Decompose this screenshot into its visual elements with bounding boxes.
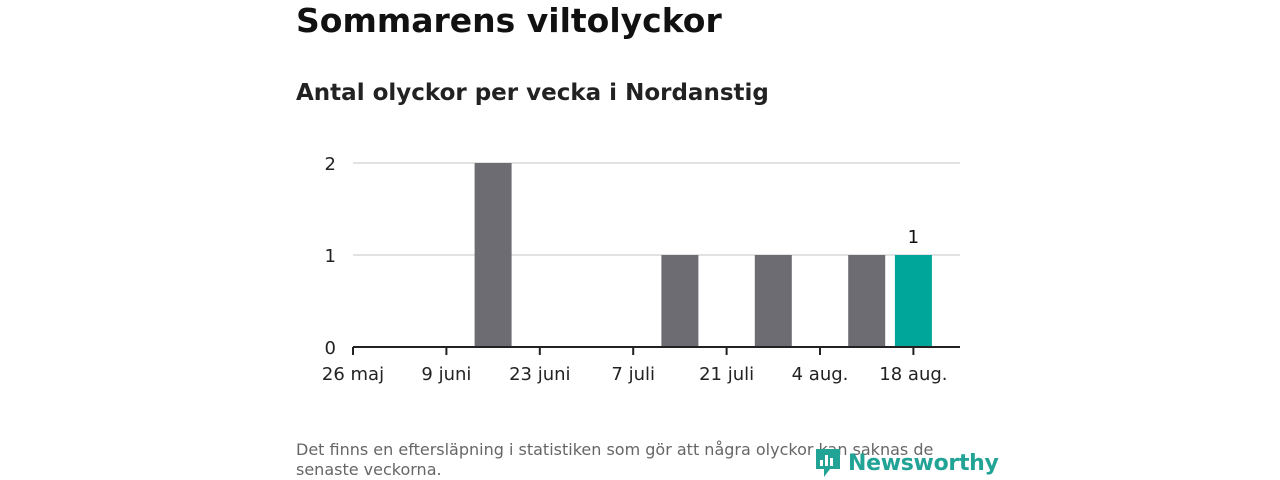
data-label: 1 xyxy=(908,227,919,248)
x-axis-labels: 26 maj 9 juni 23 juni 7 juli 21 juli 4 aug. 18… xyxy=(322,364,948,385)
gridlines xyxy=(353,162,960,256)
bar-chart: 0 1 2 26 maj 9 juni 23 juni 7 juli 21 juli 4 au… xyxy=(322,154,960,385)
bar xyxy=(661,255,699,347)
y-tick-label: 2 xyxy=(325,154,336,175)
y-tick-label: 0 xyxy=(325,338,336,359)
x-tick-label: 4 aug. xyxy=(792,364,849,385)
chart-title: Sommarens viltolyckor xyxy=(296,1,722,40)
x-tick-label: 23 juni xyxy=(509,364,570,385)
bar-highlight xyxy=(894,255,932,347)
bar xyxy=(754,255,792,347)
bar xyxy=(474,163,512,347)
y-tick-label: 1 xyxy=(325,246,336,267)
bar xyxy=(848,255,886,347)
y-axis-labels: 0 1 2 xyxy=(325,154,336,359)
bars xyxy=(474,163,932,347)
newsworthy-logo-text: Newsworthy xyxy=(848,450,999,476)
footnote: Det finns en eftersläpning i statistiken… xyxy=(296,440,934,479)
newsworthy-logo: Newsworthy xyxy=(814,447,999,479)
x-tick-label: 7 juli xyxy=(611,364,655,385)
x-tick-label: 18 aug. xyxy=(879,364,947,385)
data-labels: 1 xyxy=(908,227,919,248)
x-tick-label: 21 juli xyxy=(699,364,754,385)
newsworthy-logo-icon xyxy=(816,449,840,477)
x-tick-label: 9 juni xyxy=(421,364,471,385)
x-tick-label: 26 maj xyxy=(322,364,384,385)
chart-subtitle: Antal olyckor per vecka i Nordanstig xyxy=(296,80,769,106)
x-axis xyxy=(352,346,960,355)
